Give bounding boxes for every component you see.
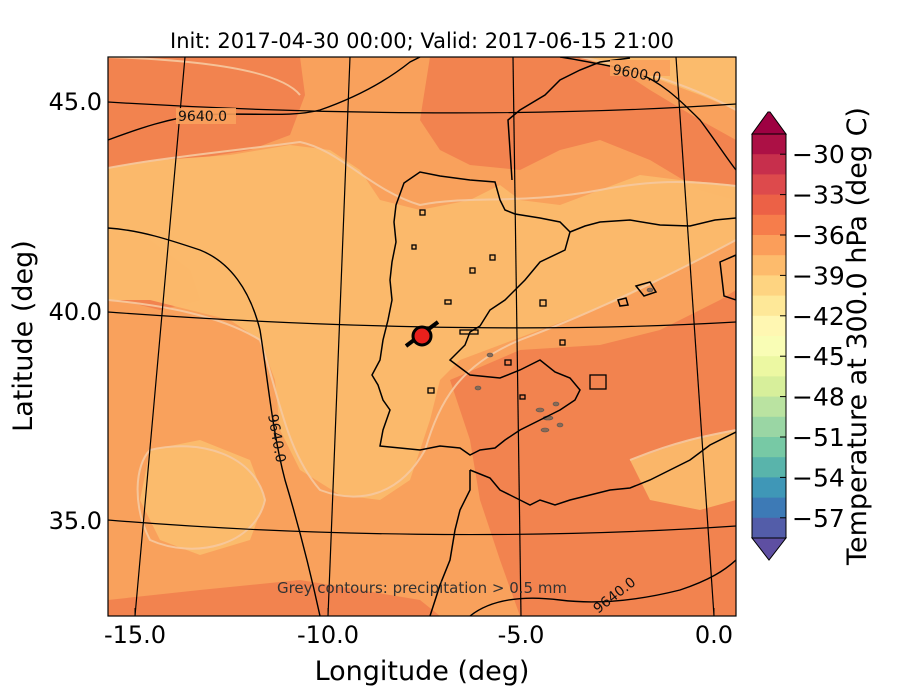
inland-features (411, 209, 607, 400)
meridian-minus-15 (134, 57, 186, 616)
colorbar-segment (752, 275, 786, 297)
contour-label: 9640.0 (178, 109, 227, 125)
iberia-coastline (371, 171, 581, 456)
chart-title: Init: 2017-04-30 00:00; Valid: 2017-06-1… (170, 29, 674, 53)
africa-coastline (469, 431, 736, 506)
colorbar-segment (752, 396, 786, 418)
parallel-35 (108, 519, 736, 536)
y-tick-label: 45.0 (49, 88, 102, 116)
colorbar-segment (752, 437, 786, 458)
precipitation-patches (474, 287, 654, 433)
colorbar-segment (752, 497, 786, 519)
colorbar-tick-label: −48 (792, 383, 845, 412)
cool-temperature-region (630, 430, 736, 510)
colorbar-tick-label: −54 (792, 463, 845, 492)
colorbar-tick-label: −45 (792, 342, 845, 371)
warm-temperature-region (108, 580, 440, 616)
coastlines (371, 57, 736, 616)
colorbar-segment (752, 356, 786, 377)
y-axis-label: Latitude (deg) (8, 240, 39, 432)
france-south-coastline (569, 217, 736, 233)
colorbar-tick-label: −39 (792, 261, 845, 290)
sardinia-coast (719, 254, 736, 301)
colorbar-segment (752, 255, 786, 276)
colorbar-segment (752, 315, 786, 337)
meridian-minus-5 (512, 57, 522, 616)
x-axis: -15.0 -10.0 -5.0 0.0 Longitude (deg) (104, 608, 733, 687)
colorbar: −30 −33 −36 −39 −42 −45 −48 −51 −54 −57 Temperatu… (750, 107, 873, 566)
colorbar-segment (752, 517, 786, 539)
colorbar-segment (752, 376, 786, 398)
colorbar-segment (752, 336, 786, 357)
colorbar-segment (752, 134, 786, 155)
warm-temperature-region (420, 57, 736, 200)
colorbar-segment (752, 295, 786, 317)
x-tick-label: 0.0 (695, 621, 733, 649)
colorbar-segment (752, 174, 786, 196)
cool-temperature-region (580, 57, 736, 110)
colorbar-segment (752, 477, 786, 499)
colorbar-tick-label: −42 (792, 302, 845, 331)
graticule (108, 57, 736, 616)
parallel-45 (108, 101, 736, 114)
colorbar-segment (752, 416, 786, 438)
location-marker (404, 320, 440, 348)
cool-temperature-region (108, 145, 736, 500)
colorbar-frame (751, 133, 787, 539)
precipitation-note: Grey contours: precipitation > 0.5 mm (277, 579, 567, 597)
colorbar-ticks: −30 −33 −36 −39 −42 −45 −48 −51 −54 −57 (780, 140, 845, 533)
balearic-island (634, 281, 658, 297)
y-tick-label: 35.0 (49, 507, 102, 535)
africa-west-coastline (429, 470, 471, 616)
colorbar-tick-label: −51 (792, 423, 845, 452)
colorbar-segment (752, 214, 786, 236)
colorbar-tick-label: −30 (792, 140, 845, 169)
cool-temperature-region (140, 440, 265, 555)
meridian-minus-10 (327, 57, 351, 616)
plot-frame (107, 56, 737, 617)
france-coastline (507, 57, 631, 181)
balearic-island (617, 297, 629, 307)
colorbar-segment (752, 194, 786, 216)
colorbar-segments (752, 134, 786, 539)
y-axis: 35.0 40.0 45.0 Latitude (deg) (8, 88, 102, 535)
x-tick-label: -15.0 (104, 621, 166, 649)
x-axis-label: Longitude (deg) (315, 656, 530, 687)
parallel-40 (108, 311, 736, 329)
colorbar-bottom-extension (750, 537, 788, 561)
colorbar-top-extension (751, 111, 787, 135)
x-tick-label: -10.0 (297, 621, 359, 649)
colorbar-label: Temperature at 300.0 hPa (deg C) (842, 107, 873, 566)
colorbar-tick-label: −36 (792, 221, 845, 250)
x-tick-label: -5.0 (498, 621, 545, 649)
colorbar-tick-label: −57 (792, 504, 845, 533)
colorbar-segment (752, 457, 786, 478)
meridian-0 (675, 57, 715, 616)
colorbar-tick-label: −33 (792, 181, 845, 210)
map-plot-area: 9600.0 9640.0 9640.0 9640.0 Grey contour… (108, 57, 736, 616)
y-tick-label: 40.0 (49, 298, 102, 326)
colorbar-segment (752, 235, 786, 256)
colorbar-segment (752, 154, 786, 175)
